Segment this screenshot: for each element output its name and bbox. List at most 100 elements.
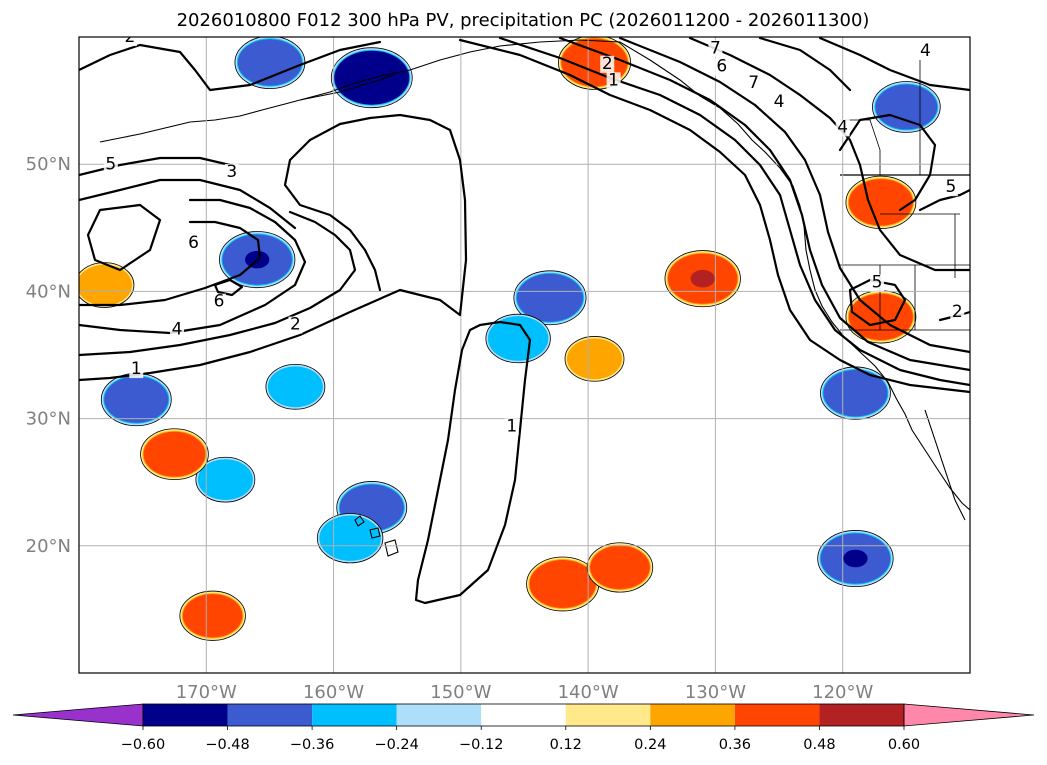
lat-tick-label: 20°N <box>26 536 71 557</box>
pv-contour-6-inner <box>79 220 262 307</box>
contour-label-bg <box>950 303 965 321</box>
lon-tick-label: 140°W <box>558 682 619 703</box>
pv-contour-label: 5 <box>872 273 883 293</box>
precip-anomaly-12 <box>195 456 256 503</box>
precip-anomaly-3 <box>100 372 172 427</box>
pv-contour-2-west <box>79 210 357 357</box>
aleutian-islands <box>99 99 301 143</box>
contour-label-bg <box>918 43 933 61</box>
contour-label-bg <box>746 74 761 92</box>
contour-label-bg <box>943 179 958 197</box>
contour-label-bg <box>103 156 118 174</box>
colorbar-segment <box>396 704 482 726</box>
anomaly-core <box>198 460 252 500</box>
lon-tick-label: 120°W <box>812 682 873 703</box>
alaska-peninsula <box>299 73 396 101</box>
contour-label-bg <box>714 58 729 76</box>
contour-label-bg <box>772 93 787 111</box>
pv-contour-label: 7 <box>748 73 759 93</box>
lon-tick-label: 150°W <box>430 682 491 703</box>
pv-contour-jet-2 <box>498 37 970 387</box>
colorbar-tick-label: 0.60 <box>888 737 920 753</box>
colorbar-segment <box>143 704 228 726</box>
contour-label-bg <box>288 316 303 334</box>
precip-anomaly-1 <box>330 47 413 109</box>
pv-contour-4-loop <box>838 113 937 212</box>
precip-anomaly-22 <box>79 262 135 308</box>
pv-contour-jet-5 <box>688 37 970 272</box>
anomaly-core <box>516 273 584 322</box>
colorbar-tick-label: −0.60 <box>121 737 165 753</box>
contour-label-bg <box>870 274 885 292</box>
precip-anomaly-8 <box>872 81 941 133</box>
precip-anomaly-18 <box>526 556 600 612</box>
pv-contour-label: 1 <box>506 416 517 436</box>
colorbar-segment <box>227 704 313 726</box>
pv-contour-label: 2 <box>125 27 136 47</box>
colorbar-frame <box>142 703 905 727</box>
precip-anomaly-20 <box>179 590 246 641</box>
anomaly-core <box>320 516 380 560</box>
pv-contour-closed-low <box>86 203 162 272</box>
hawaiian-islands <box>354 515 399 557</box>
precip-anomaly-19 <box>586 542 654 593</box>
latitude-labels: 20°N 30°N 40°N 50°N <box>26 154 71 557</box>
anomaly-core <box>590 545 650 590</box>
lon-tick-label: 170°W <box>176 682 237 703</box>
colorbar-segment <box>481 704 566 726</box>
contour-label-bg <box>504 418 519 436</box>
pv-contour-label: 5 <box>105 154 116 174</box>
pv-contour-5-east <box>918 188 970 212</box>
pv-contour-label: 1 <box>131 359 142 379</box>
colorbar-tick-label: −0.12 <box>459 737 503 753</box>
chart-title: 2026010800 F012 300 hPa PV, precipitatio… <box>177 10 870 31</box>
anomaly-core <box>104 376 169 423</box>
lon-tick-label: 160°W <box>303 682 364 703</box>
pv-contour-jet-3 <box>558 37 970 372</box>
colorbar-segment <box>819 704 904 726</box>
pv-contour-label: 2 <box>602 54 613 74</box>
colorbar-extend-min <box>12 703 144 727</box>
anomaly-core <box>182 594 243 638</box>
contour-label-bg <box>129 361 144 379</box>
colorbar-segment <box>312 704 397 726</box>
colorbar-segment <box>565 704 651 726</box>
precip-anomaly-17 <box>140 428 209 481</box>
anomaly-core <box>529 560 596 608</box>
precip-anomaly-21 <box>564 336 625 382</box>
colorbar-tick-label: 0.24 <box>634 737 666 753</box>
lon-tick-label: 130°W <box>685 682 746 703</box>
pv-contour-label: 3 <box>226 162 237 182</box>
anomaly-peak <box>358 68 385 88</box>
lat-tick-label: 30°N <box>26 409 71 430</box>
pv-contour-label: 2 <box>290 315 301 335</box>
pv-contour-1-west <box>79 113 468 382</box>
colorbar-segment <box>650 704 735 726</box>
colorbar-tick-label: −0.36 <box>290 737 334 753</box>
colorbar-segment <box>734 704 820 726</box>
contour-label-bg <box>122 37 137 47</box>
anomaly-core <box>875 84 938 130</box>
pv-contour-label: 6 <box>188 233 199 253</box>
contour-label-bg <box>170 321 185 339</box>
anomaly-core <box>488 317 548 360</box>
colorbar-extend-max <box>903 703 1035 727</box>
precip-anomaly-5 <box>485 313 551 364</box>
province-boundaries <box>840 60 921 175</box>
pv-contour-label: 5 <box>945 177 956 197</box>
contour-label-bg <box>606 72 621 90</box>
anomaly-core <box>143 431 206 477</box>
pv-contour-4 <box>79 198 307 335</box>
pv-contour-label: 1 <box>608 70 619 90</box>
anomaly-core <box>268 367 322 407</box>
pv-contour-label: 7 <box>710 39 721 59</box>
pv-contour-label: 6 <box>214 292 225 312</box>
pv-contour-label: 4 <box>837 117 848 137</box>
pv-contour-1-loop <box>414 320 532 605</box>
precip-anomaly-15 <box>845 175 917 229</box>
lat-tick-label: 40°N <box>26 281 71 302</box>
anomaly-core <box>848 179 913 226</box>
contour-label-bg <box>224 163 239 181</box>
anomaly-peak <box>690 269 715 288</box>
